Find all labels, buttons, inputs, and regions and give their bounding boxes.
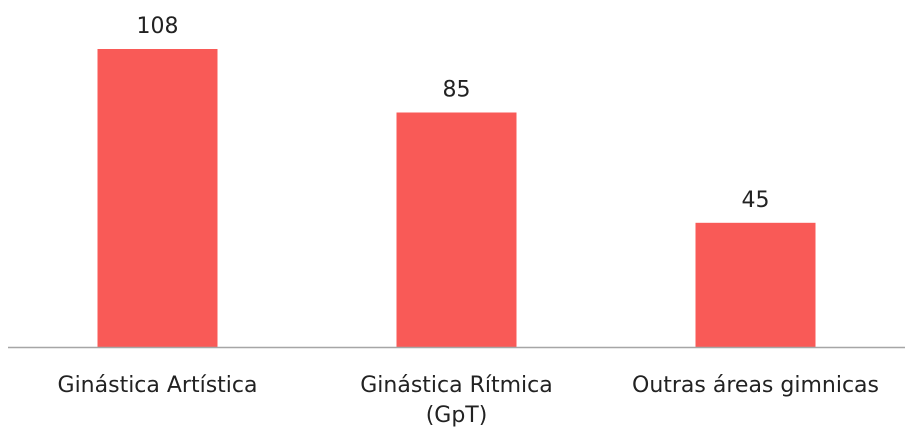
data-label-1: 85 <box>443 78 471 103</box>
category-label-1-line-1: (GpT) <box>426 403 488 428</box>
bar-2 <box>695 222 816 347</box>
bar-0 <box>97 49 218 347</box>
data-label-2: 45 <box>742 188 770 213</box>
category-label-1: Ginástica Rítmica (GpT) <box>360 373 553 428</box>
bar-1 <box>396 112 517 347</box>
category-label-2-line-0: Outras áreas gimnicas <box>632 373 879 398</box>
bars-group <box>97 49 816 347</box>
value-labels-group: 108 85 45 <box>137 14 770 213</box>
data-label-0: 108 <box>137 14 179 39</box>
category-label-0-line-0: Ginástica Artística <box>58 373 258 398</box>
category-label-2: Outras áreas gimnicas <box>632 373 879 398</box>
category-label-0: Ginástica Artística <box>58 373 258 398</box>
category-label-1-line-0: Ginástica Rítmica <box>360 373 553 398</box>
category-labels-group: Ginástica Artística Ginástica Rítmica (GpT… <box>58 373 879 428</box>
